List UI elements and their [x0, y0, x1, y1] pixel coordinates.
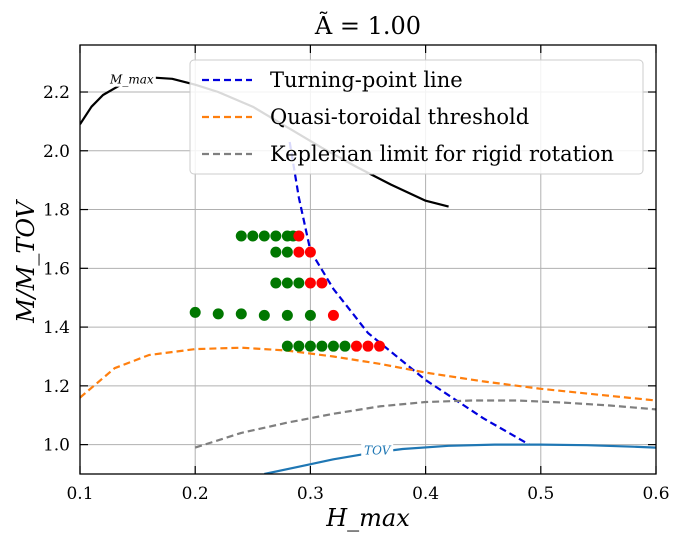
stable-point: [281, 309, 293, 321]
annotation-bg: [361, 441, 394, 458]
legend: Turning-point line Quasi-toroidal thresho…: [189, 59, 644, 175]
stable-point: [281, 277, 293, 289]
stable-point: [235, 230, 247, 242]
x-tick-label: 0.6: [642, 484, 669, 504]
unstable-point: [362, 340, 374, 352]
stable-point: [281, 246, 293, 258]
stable-point: [270, 277, 282, 289]
annotations: M_max TOV: [107, 70, 394, 458]
legend-label: Keplerian limit for rigid rotation: [270, 142, 614, 166]
unstable-point: [350, 340, 362, 352]
y-tick-label: 2.2: [43, 83, 70, 103]
legend-label: Turning-point line: [270, 68, 463, 92]
y-tick-label: 1.0: [43, 436, 70, 456]
stable-point: [270, 246, 282, 258]
annotation-label: M_max: [109, 73, 154, 87]
x-tick-label: 0.4: [412, 484, 439, 504]
stable-point: [247, 230, 259, 242]
stable-point: [281, 340, 293, 352]
unstable-point: [304, 246, 316, 258]
stable-point: [293, 340, 305, 352]
unstable-point: [374, 340, 386, 352]
unstable-point: [293, 230, 305, 242]
series-line-turning-point-line: [288, 141, 530, 446]
chart-title: Ã = 1.00: [314, 11, 421, 40]
stable-point: [304, 309, 316, 321]
y-axis-title: M/M_TOV: [12, 198, 40, 323]
y-tick-label: 1.8: [43, 201, 70, 221]
x-tick-label: 0.1: [66, 484, 93, 504]
legend-box: [189, 59, 644, 175]
axis-ticks: 0.1 0.2 0.3 0.4 0.5 0.6 1.0 1.2 1.4 1.6 1.8 2.0 2.2: [43, 45, 670, 504]
stable-point: [339, 340, 351, 352]
y-tick-label: 1.2: [43, 377, 70, 397]
x-axis-title: H_max: [325, 504, 410, 532]
x-tick-label: 0.2: [182, 484, 209, 504]
legend-label: Quasi-toroidal threshold: [270, 105, 529, 129]
scatter-points: [189, 230, 386, 352]
stable-point: [316, 340, 328, 352]
x-tick-label: 0.3: [297, 484, 324, 504]
series-line-quasi-toroidal-threshold: [80, 346, 656, 402]
x-tick-label: 0.5: [527, 484, 554, 504]
stable-point: [327, 340, 339, 352]
y-tick-label: 1.6: [43, 259, 70, 279]
series-line-tov: [264, 443, 656, 474]
series-line-keplerian-limit-for-rigid-rotation: [194, 399, 656, 449]
stable-point: [189, 306, 201, 318]
stable-point: [304, 340, 316, 352]
stable-point: [258, 230, 270, 242]
stable-point: [212, 308, 224, 320]
stable-point: [270, 230, 282, 242]
stable-point: [293, 277, 305, 289]
unstable-point: [316, 277, 328, 289]
unstable-point: [327, 309, 339, 321]
series-lines: [80, 76, 656, 474]
plot-frame: [79, 44, 657, 475]
y-tick-label: 2.0: [43, 142, 70, 162]
stable-point: [258, 309, 270, 321]
stable-point: [235, 308, 247, 320]
unstable-point: [293, 246, 305, 258]
unstable-point: [304, 277, 316, 289]
y-tick-label: 1.4: [43, 318, 70, 338]
annotation-bg: [107, 70, 156, 87]
annotation-label: TOV: [364, 443, 392, 457]
